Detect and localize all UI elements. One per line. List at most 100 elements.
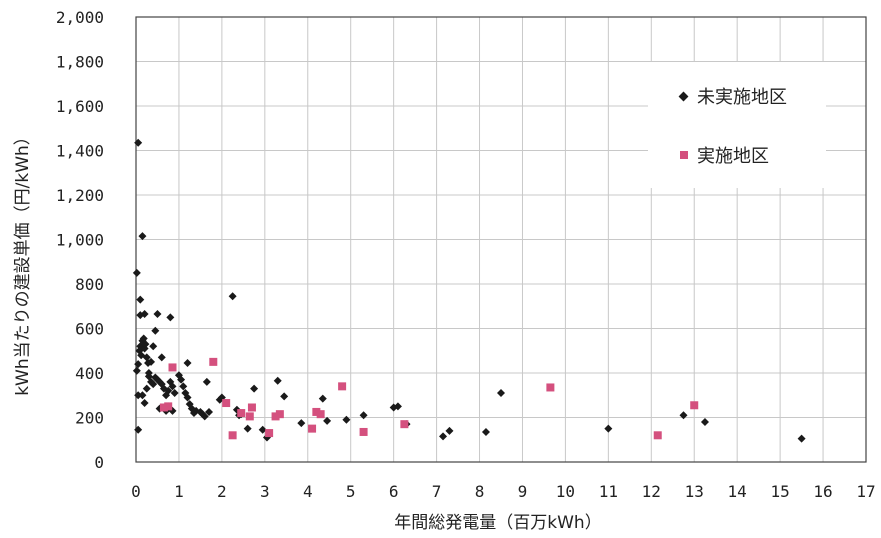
data-point-series-0: [140, 399, 149, 408]
y-axis-ticks: 0 200 400 600 800 1,000 1,200 1,400 1,600 1,800 2,…: [56, 8, 104, 472]
x-tick-label: 6: [389, 482, 399, 501]
x-axis-ticks: 0 1 2 3 4 5 6 7 8 9 10 11 12 13 14 15 16 17: [131, 482, 875, 501]
data-point-series-0: [138, 391, 147, 400]
data-point-series-0: [132, 366, 141, 375]
data-point-series-1: [546, 383, 555, 392]
data-point-series-1: [275, 410, 284, 419]
data-point-series-0: [134, 138, 143, 147]
data-point-series-0: [170, 389, 179, 398]
y-tick-label: 0: [94, 453, 104, 472]
legend-marker-series-1: [680, 151, 688, 159]
plot-border: [135, 16, 867, 463]
data-point-series-0: [136, 295, 145, 304]
data-point-series-0: [243, 424, 252, 433]
y-tick-label: 1,600: [56, 97, 104, 116]
data-point-series-0: [183, 358, 192, 367]
x-tick-label: 8: [475, 482, 485, 501]
data-point-series-0: [497, 389, 505, 398]
data-point-series-0: [142, 353, 151, 362]
data-point-series-0: [318, 394, 327, 403]
data-point-series-0: [393, 402, 402, 411]
data-point-series-0: [797, 434, 806, 443]
data-point-series-0: [138, 232, 147, 241]
x-tick-label: 5: [346, 482, 356, 501]
data-point-series-0: [177, 375, 186, 384]
data-point-series-0: [445, 426, 454, 435]
data-point-series-0: [134, 360, 143, 369]
data-point-series-0: [134, 391, 143, 400]
data-point-series-1: [338, 382, 347, 391]
data-point-series-0: [604, 424, 613, 433]
data-point-series-1: [400, 420, 409, 429]
data-point-series-0: [273, 376, 282, 385]
data-point-series-1: [308, 424, 317, 433]
legend-box: [648, 62, 826, 188]
data-point-series-0: [132, 268, 141, 277]
data-point-series-0: [183, 393, 192, 402]
legend-marker-series-0: [678, 91, 689, 102]
y-tick-label: 800: [75, 275, 104, 294]
data-point-series-0: [228, 292, 237, 301]
data-point-series-0: [141, 340, 150, 349]
data-points: [132, 138, 806, 443]
x-tick-label: 14: [728, 482, 747, 501]
y-axis-title: kWh当たりの建設単価（円/kWh）: [13, 128, 33, 396]
legend-label-series-1: 実施地区: [697, 146, 769, 167]
y-tick-label: 200: [75, 409, 104, 428]
x-tick-label: 1: [174, 482, 184, 501]
x-tick-label: 7: [432, 482, 442, 501]
y-tick-label: 1,400: [56, 142, 104, 161]
x-tick-label: 13: [685, 482, 704, 501]
data-point-series-1: [653, 431, 662, 440]
x-tick-label: 0: [131, 482, 141, 501]
data-point-series-1: [316, 410, 325, 419]
data-point-series-1: [271, 412, 280, 421]
data-point-series-0: [136, 311, 145, 320]
data-point-series-1: [245, 412, 254, 421]
y-tick-label: 1,200: [56, 186, 104, 205]
data-point-series-0: [134, 425, 143, 434]
x-tick-label: 11: [599, 482, 618, 501]
data-point-series-1: [237, 409, 246, 418]
data-point-series-0: [280, 392, 289, 401]
data-point-series-1: [159, 403, 168, 412]
x-tick-label: 3: [260, 482, 270, 501]
data-point-series-0: [179, 382, 188, 391]
data-point-series-0: [250, 384, 259, 393]
data-point-series-0: [168, 382, 177, 391]
data-point-series-0: [359, 411, 368, 420]
x-tick-label: 4: [303, 482, 313, 501]
x-axis-title: 年間総発電量（百万kWh）: [394, 513, 601, 533]
x-tick-label: 2: [217, 482, 227, 501]
x-tick-label: 12: [642, 482, 661, 501]
x-tick-label: 16: [813, 482, 832, 501]
data-point-series-0: [200, 412, 209, 421]
data-point-series-0: [149, 342, 158, 351]
data-point-series-1: [247, 403, 256, 412]
data-point-series-0: [323, 416, 332, 425]
data-point-series-0: [439, 432, 448, 441]
data-point-series-0: [481, 427, 490, 436]
y-tick-label: 2,000: [56, 8, 104, 27]
data-point-series-1: [359, 427, 368, 436]
y-tick-label: 600: [75, 320, 104, 339]
data-point-series-1: [168, 363, 177, 372]
y-tick-label: 400: [75, 364, 104, 383]
data-point-series-0: [157, 353, 166, 362]
data-point-series-0: [205, 407, 213, 416]
data-point-series-1: [312, 407, 321, 416]
data-point-series-0: [700, 417, 709, 426]
data-point-series-0: [153, 310, 162, 319]
x-tick-label: 17: [856, 482, 875, 501]
legend-label-series-0: 未実施地区: [697, 87, 787, 108]
data-point-series-0: [297, 419, 306, 428]
x-tick-label: 15: [770, 482, 789, 501]
y-tick-label: 1,800: [56, 53, 104, 72]
data-point-series-0: [149, 380, 158, 389]
data-point-series-1: [690, 401, 699, 410]
data-point-series-1: [228, 431, 237, 440]
data-point-series-1: [265, 429, 274, 438]
data-point-series-0: [342, 415, 351, 424]
data-point-series-1: [222, 399, 231, 408]
